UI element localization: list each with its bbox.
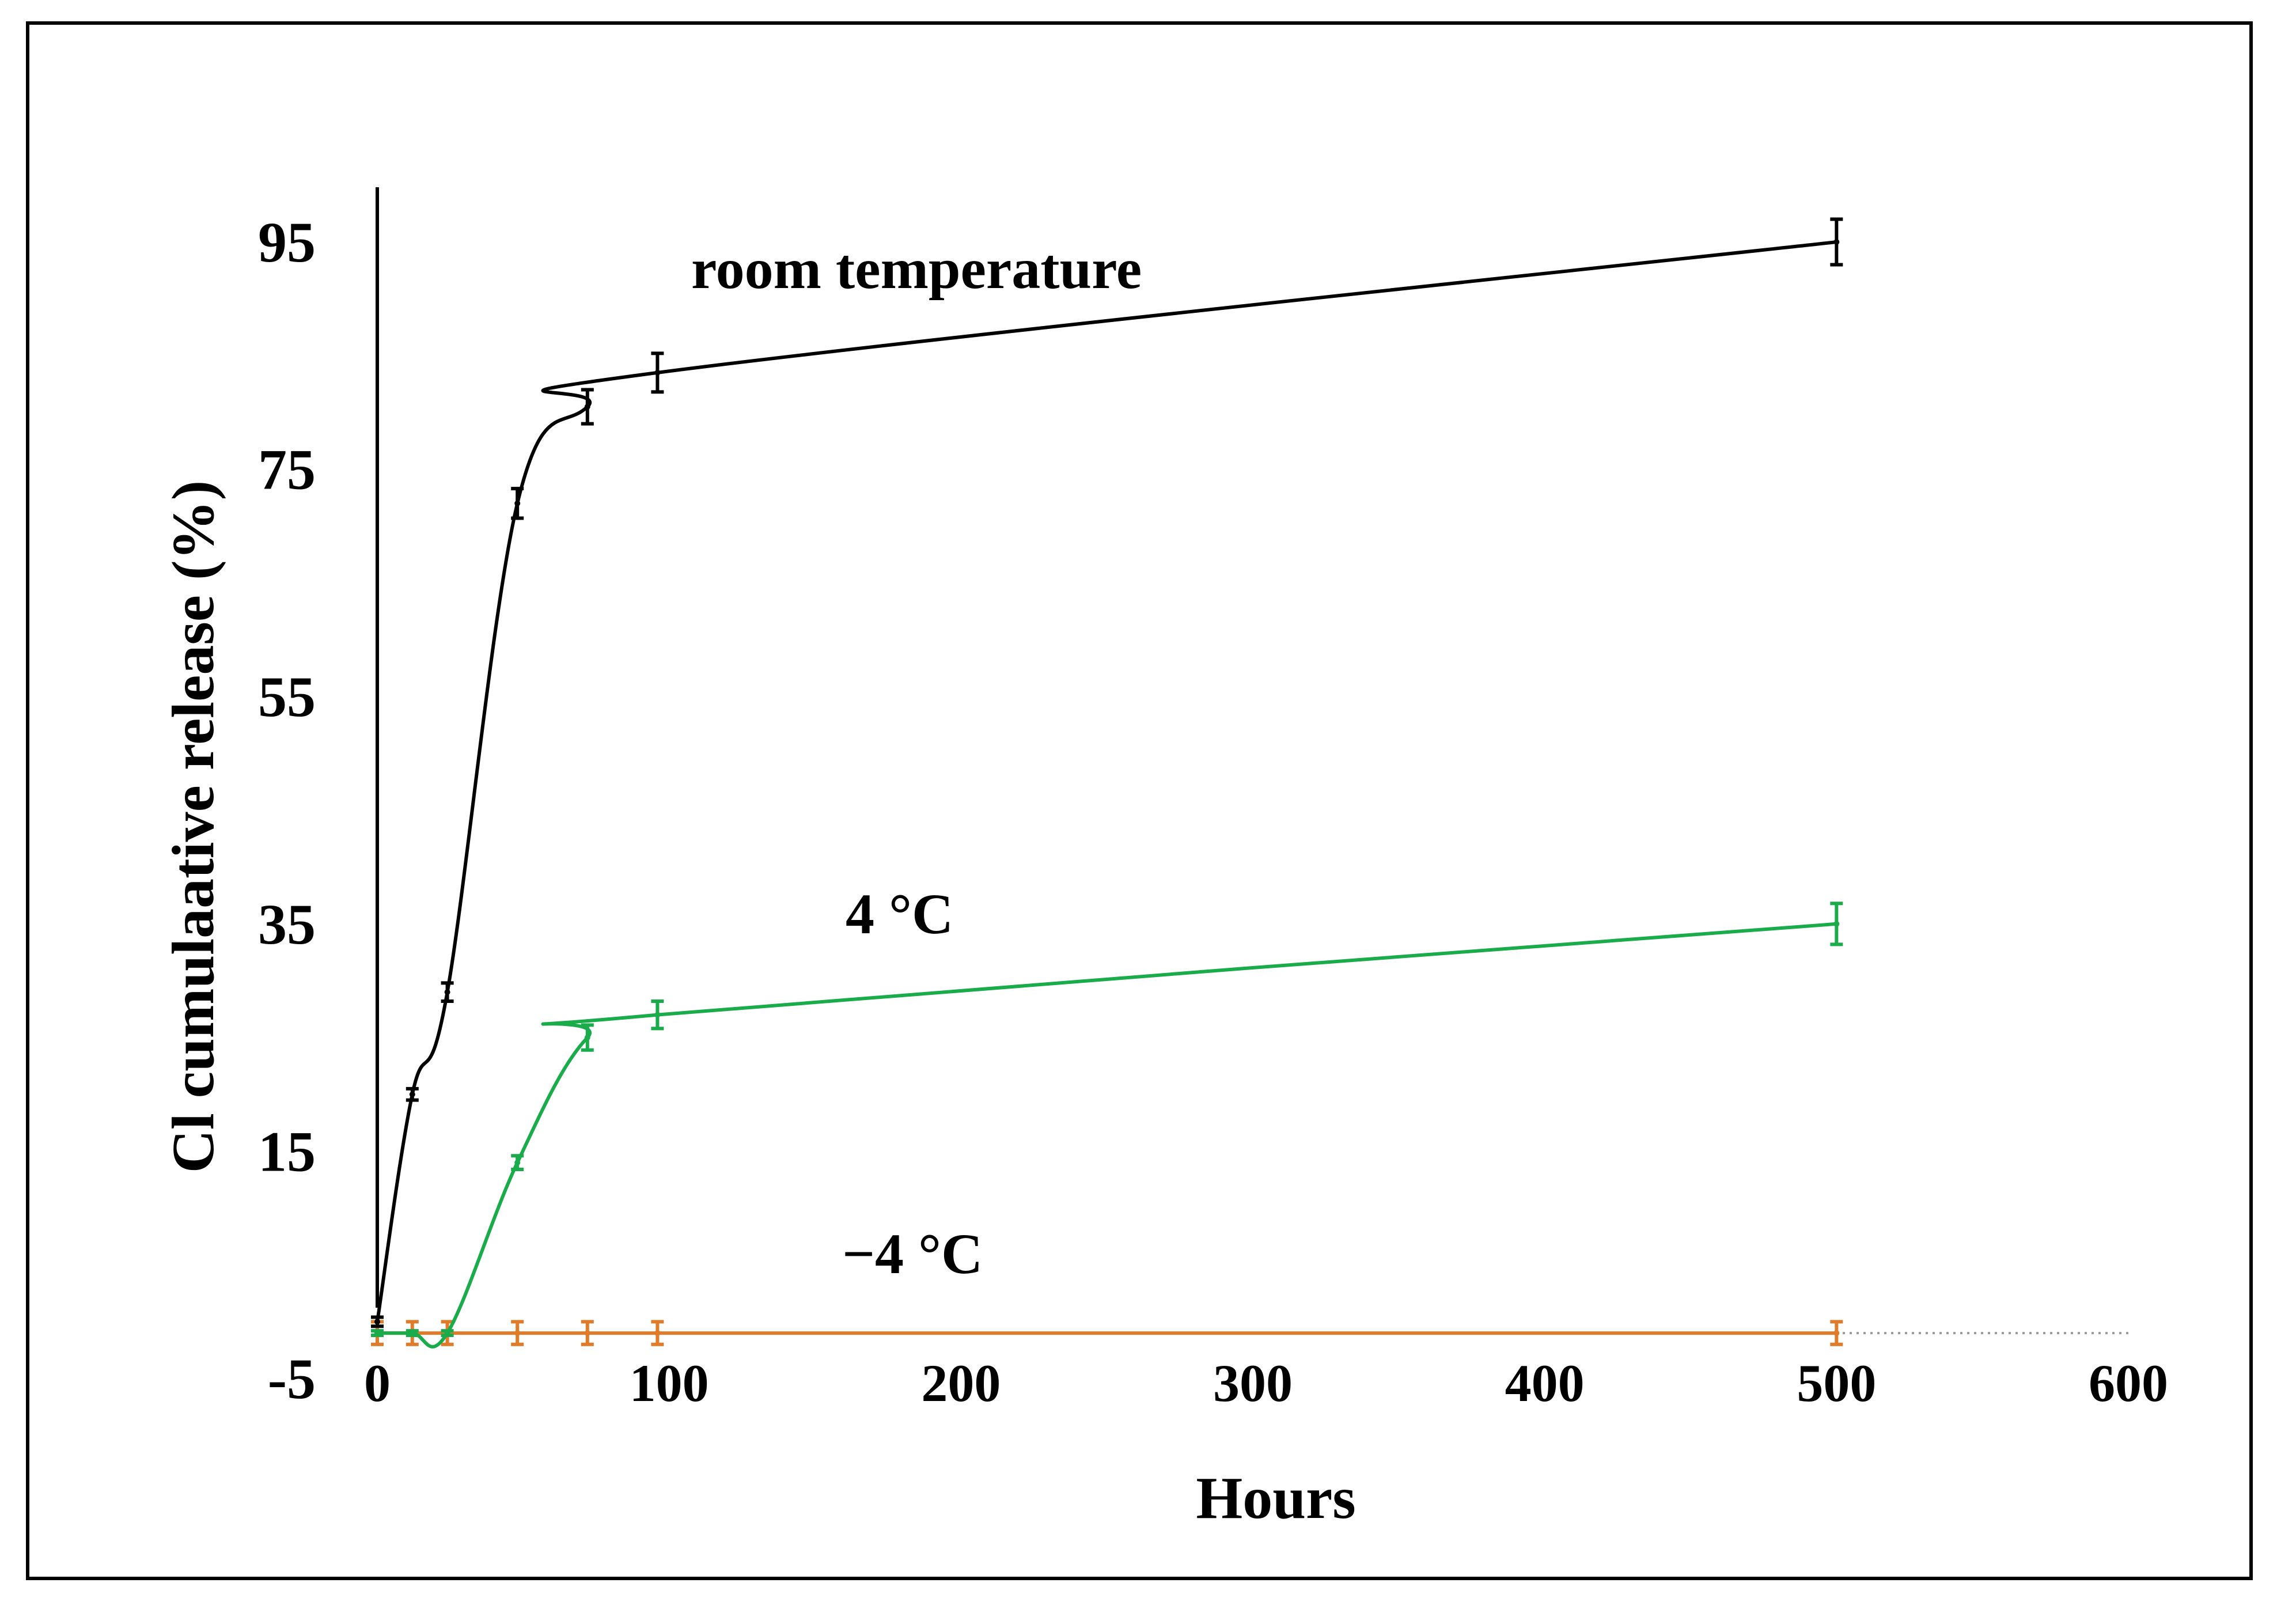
- plot-area: -5 15 35 55 75 95 0 100 200 300 400 500 600 room temp…: [258, 187, 2168, 1413]
- x-tick-label: 500: [1797, 1354, 1876, 1413]
- data-point: [584, 1330, 590, 1336]
- data-point: [654, 369, 661, 376]
- y-tick-label: -5: [268, 1347, 316, 1411]
- data-point: [514, 500, 521, 506]
- data-point: [584, 404, 590, 410]
- data-point: [409, 1091, 415, 1097]
- data-point: [409, 1330, 415, 1336]
- x-tick-label: 0: [364, 1354, 391, 1413]
- x-axis-label: Hours: [1196, 1465, 1355, 1531]
- data-point: [1833, 239, 1840, 245]
- data-point: [1833, 1330, 1840, 1336]
- data-point: [444, 989, 450, 995]
- data-point: [374, 1319, 380, 1325]
- y-tick-label: 35: [258, 892, 316, 956]
- x-tick-label: 400: [1505, 1354, 1585, 1413]
- data-point: [584, 1035, 590, 1041]
- data-point: [1833, 921, 1840, 927]
- y-tick-label: 75: [258, 438, 316, 502]
- series-annotation: room temperature: [691, 237, 1142, 301]
- y-tick-label: 95: [258, 210, 316, 274]
- x-tick-label: 600: [2089, 1354, 2168, 1413]
- y-tick-label: 55: [258, 665, 316, 729]
- y-axis-label: Cl cumulaative release (%): [160, 480, 226, 1173]
- x-tick-label: 300: [1213, 1354, 1293, 1413]
- data-point: [374, 1330, 380, 1336]
- data-point: [654, 1330, 661, 1336]
- x-tick-label: 100: [630, 1354, 709, 1413]
- data-point: [654, 1012, 661, 1018]
- data-point: [444, 1330, 450, 1336]
- data-point: [514, 1330, 521, 1336]
- series-line-0: [376, 240, 1837, 1322]
- data-point: [514, 1160, 521, 1166]
- y-tick-label: 15: [258, 1119, 316, 1183]
- x-tick-label: 200: [921, 1354, 1001, 1413]
- series-annotation: −4 °C: [842, 1222, 983, 1286]
- series-annotation: 4 °C: [846, 882, 953, 946]
- figure-frame: [26, 21, 2253, 1580]
